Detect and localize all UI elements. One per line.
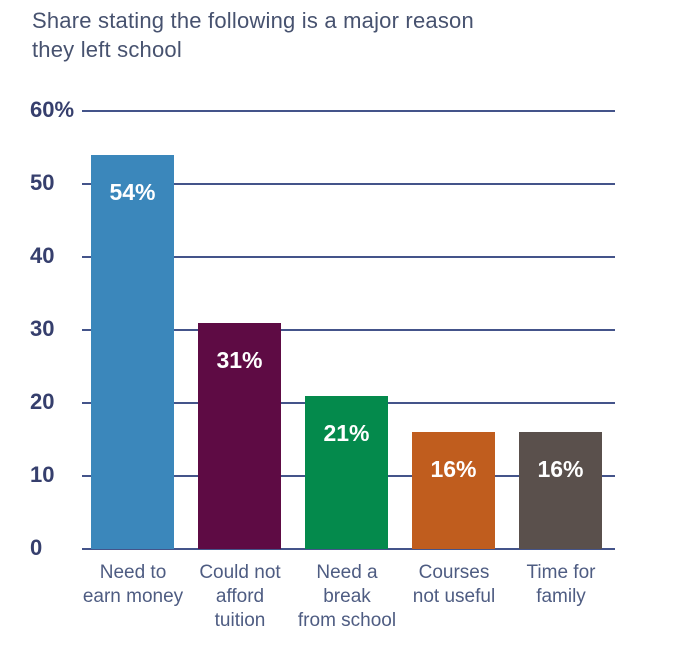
y-axis-tick-label-40: 40 [30, 243, 55, 268]
gridline-30 [82, 329, 615, 331]
bar-courses-not-useful: 16% [412, 432, 495, 549]
bar-time-for-family: 16% [519, 432, 602, 549]
gridline-60 [82, 110, 615, 112]
y-axis-tick-label-30: 30 [30, 316, 55, 341]
gridline-40 [82, 256, 615, 258]
y-axis-tick-label-0: 0 [30, 535, 43, 560]
x-axis-label-need-to-earn-money: Need to earn money [82, 562, 184, 607]
chart-title: Share stating the following is a major r… [32, 8, 474, 62]
x-axis-label-could-not-afford-tuition: Could not afford tuition [199, 562, 281, 631]
bar-value-label: 31% [216, 347, 263, 373]
y-axis-tick-label-60: 60% [30, 97, 75, 122]
bar-value-label: 16% [537, 456, 584, 482]
x-axis-label-courses-not-useful: Courses not useful [412, 562, 496, 607]
bar-need-a-break-from-school: 21% [305, 396, 388, 549]
gridline-50 [82, 183, 615, 185]
gridline-0 [82, 548, 615, 550]
bar-value-label: 16% [430, 456, 477, 482]
bar-need-to-earn-money: 54% [91, 155, 174, 549]
x-axis-label-need-a-break-from-school: Need a break from school [297, 562, 397, 631]
plot-area: 0 10 20 30 40 50 60% 54% Need to earn money 31% Co… [30, 97, 615, 631]
y-axis-tick-label-20: 20 [30, 389, 55, 414]
x-axis-label-time-for-family: Time for family [526, 562, 596, 607]
y-axis-tick-label-50: 50 [30, 170, 55, 195]
bar-could-not-afford-tuition: 31% [198, 323, 281, 549]
y-axis-tick-label-10: 10 [30, 462, 55, 487]
bar-value-label: 54% [109, 179, 156, 205]
bar-value-label: 21% [323, 420, 370, 446]
